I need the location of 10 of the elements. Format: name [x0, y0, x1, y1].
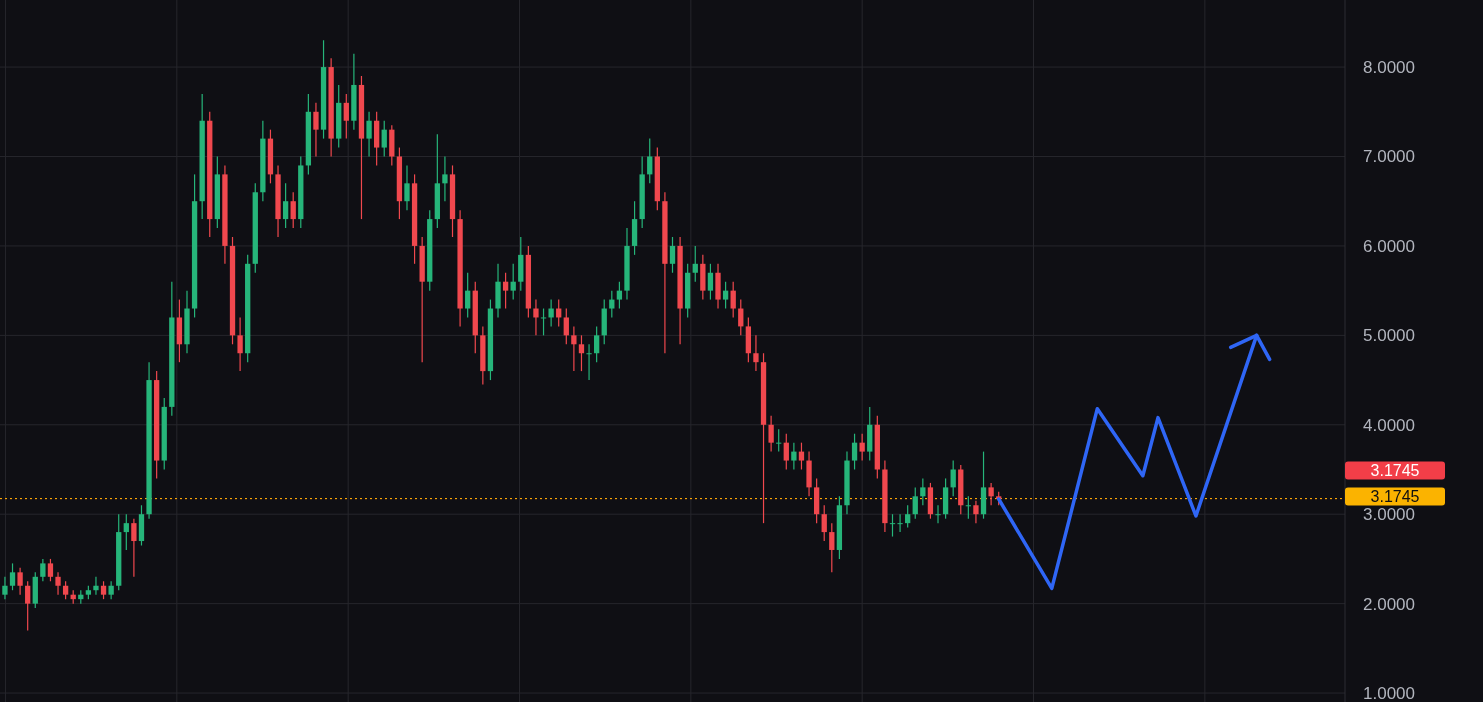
y-tick-label: 5.0000	[1363, 326, 1415, 346]
y-tick-label: 1.0000	[1363, 684, 1415, 702]
y-tick-label: 3.0000	[1363, 505, 1415, 525]
y-tick-label: 6.0000	[1363, 236, 1415, 256]
y-tick-label: 8.0000	[1363, 58, 1415, 78]
y-tick-label: 2.0000	[1363, 594, 1415, 614]
ref-line-label: 3.1745	[1370, 488, 1420, 506]
y-tick-label: 7.0000	[1363, 147, 1415, 167]
y-tick-label: 4.0000	[1363, 415, 1415, 435]
ref-line-label: 3.1745	[1370, 462, 1420, 480]
